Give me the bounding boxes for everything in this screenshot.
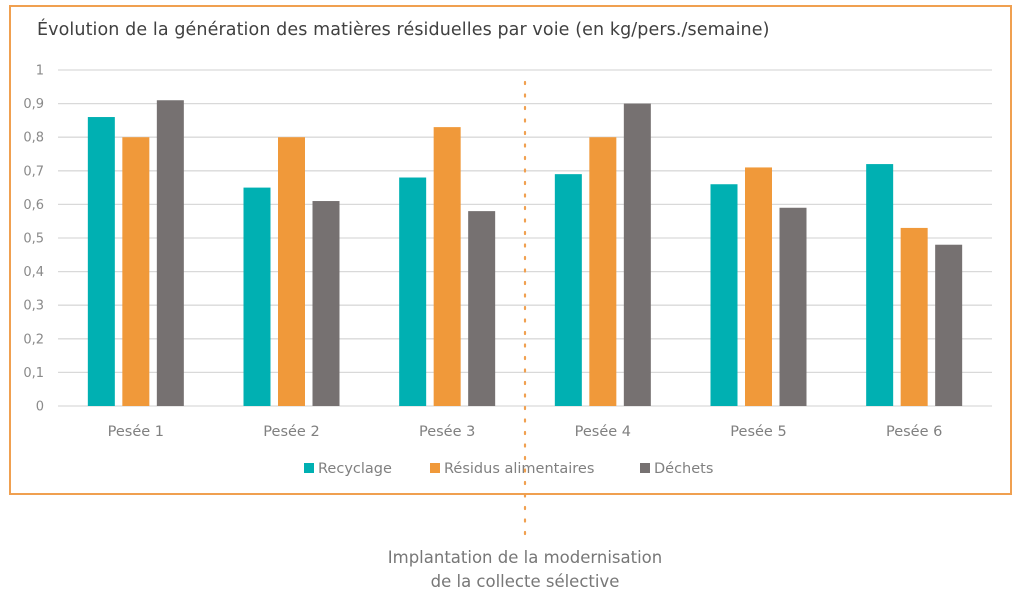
y-tick-label: 0,5 xyxy=(23,232,44,247)
y-tick-label: 1 xyxy=(36,64,44,79)
y-axis-ticks: 0 0,1 0,2 0,3 0,4 0,5 0,6 0,7 0,8 0,9 1 xyxy=(23,64,44,415)
legend-label: Recyclage xyxy=(318,461,392,477)
chart-frame xyxy=(9,5,1012,495)
bar-recyclage-2 xyxy=(243,187,271,406)
legend-swatch xyxy=(640,463,650,473)
bar-d-chets-2 xyxy=(312,201,340,406)
y-tick-label: 0,7 xyxy=(23,164,44,179)
chart-title: Évolution de la génération des matières … xyxy=(37,20,770,40)
bar-r-sidus-alimentaires-3 xyxy=(433,127,461,407)
x-axis-labels: Pesée 1 Pesée 2 Pesée 3 Pesée 4 Pesée 5 Pesée… xyxy=(108,424,943,440)
x-tick-label: Pesée 3 xyxy=(419,424,475,440)
annotation-line-2: de la collecte sélective xyxy=(430,572,620,591)
bar-r-sidus-alimentaires-2 xyxy=(278,137,305,406)
bar-recyclage-4 xyxy=(554,174,582,406)
bar-recyclage-1 xyxy=(87,117,115,406)
annotation: Implantation de la modernisation de la c… xyxy=(0,546,1024,594)
bar-r-sidus-alimentaires-5 xyxy=(745,167,772,406)
bar-r-sidus-alimentaires-6 xyxy=(900,227,928,406)
bars xyxy=(87,100,963,407)
y-tick-label: 0,9 xyxy=(23,97,44,112)
y-tick-label: 0 xyxy=(36,400,44,415)
y-tick-label: 0,4 xyxy=(23,265,44,280)
bar-r-sidus-alimentaires-4 xyxy=(589,137,617,406)
y-tick-label: 0,8 xyxy=(23,131,44,146)
x-tick-label: Pesée 2 xyxy=(263,424,319,440)
x-tick-label: Pesée 1 xyxy=(108,424,164,440)
bar-recyclage-5 xyxy=(710,184,738,406)
y-tick-label: 0,3 xyxy=(23,299,44,314)
bar-recyclage-3 xyxy=(399,177,427,406)
x-tick-label: Pesée 6 xyxy=(886,424,942,440)
bar-recyclage-6 xyxy=(866,164,894,406)
x-tick-label: Pesée 4 xyxy=(575,424,631,440)
bar-d-chets-1 xyxy=(156,100,184,407)
bar-r-sidus-alimentaires-1 xyxy=(122,137,150,406)
legend: Recyclage Résidus alimentaires Déchets xyxy=(304,461,713,477)
y-tick-label: 0,1 xyxy=(23,366,44,381)
x-tick-label: Pesée 5 xyxy=(730,424,786,440)
bar-d-chets-4 xyxy=(623,103,651,406)
legend-swatch xyxy=(430,463,440,473)
legend-label: Déchets xyxy=(654,461,713,477)
bar-d-chets-5 xyxy=(779,207,807,406)
y-tick-label: 0,2 xyxy=(23,332,44,347)
bar-d-chets-3 xyxy=(468,211,496,406)
legend-label: Résidus alimentaires xyxy=(444,461,594,477)
bar-d-chets-6 xyxy=(935,244,963,406)
legend-swatch xyxy=(304,463,314,473)
y-tick-label: 0,6 xyxy=(23,198,44,213)
annotation-line-1: Implantation de la modernisation xyxy=(387,548,663,567)
